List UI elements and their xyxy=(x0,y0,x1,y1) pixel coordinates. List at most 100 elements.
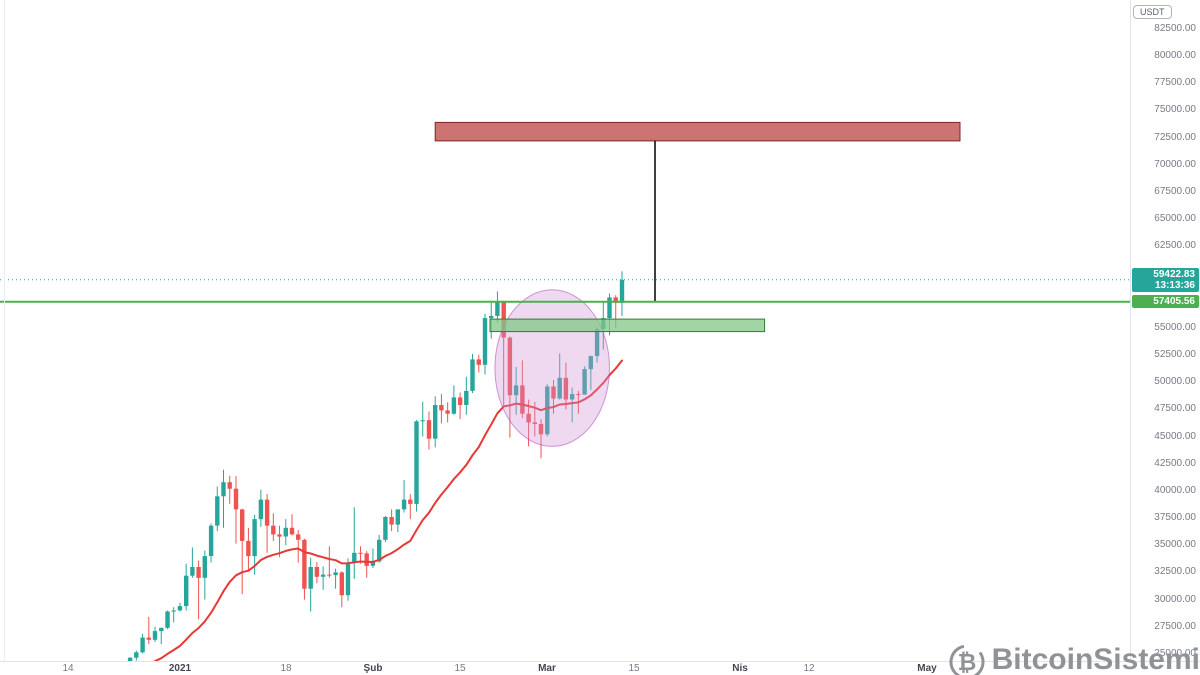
candle xyxy=(159,627,164,645)
candle xyxy=(264,494,270,553)
candle xyxy=(202,550,207,600)
current-price-badge: 59422.83 13:13:36 xyxy=(1132,268,1199,292)
alert-price-badge: 57405.56 xyxy=(1132,295,1199,308)
price-tick: 32500.00 xyxy=(1154,566,1196,577)
price-tick: 72500.00 xyxy=(1154,132,1196,143)
candle xyxy=(165,610,170,629)
time-tick: Şub xyxy=(363,663,383,674)
support-zone[interactable] xyxy=(489,318,766,333)
price-tick: 70000.00 xyxy=(1154,159,1196,170)
candle xyxy=(433,396,438,448)
bitcoin-icon-glyph: ₿ xyxy=(957,649,976,675)
ma-line xyxy=(153,359,623,661)
candle xyxy=(377,534,382,563)
candle xyxy=(339,571,344,608)
current-price-value: 59422.83 xyxy=(1153,269,1195,280)
candle xyxy=(464,376,469,415)
watermark-text: BitcoinSistemi xyxy=(991,643,1200,675)
candle xyxy=(277,525,282,558)
candle xyxy=(570,387,575,423)
candle xyxy=(557,353,562,400)
price-tick: 30000.00 xyxy=(1154,594,1196,605)
candle xyxy=(395,509,400,533)
candle xyxy=(457,392,463,420)
time-tick: 2021 xyxy=(168,663,192,674)
price-tick: 65000.00 xyxy=(1154,213,1196,224)
candle xyxy=(439,394,444,424)
time-tick: 14 xyxy=(62,663,74,674)
candle xyxy=(538,419,544,459)
price-tick: 40000.00 xyxy=(1154,485,1196,496)
watermark: ₿ BitcoinSistemi xyxy=(943,635,1200,675)
price-tick: 35000.00 xyxy=(1154,539,1196,550)
candle xyxy=(196,560,201,620)
price-tick: 67500.00 xyxy=(1154,186,1196,197)
symbol-badge[interactable]: USDT xyxy=(1133,5,1172,19)
candle xyxy=(401,480,407,513)
time-tick: 15 xyxy=(454,663,466,674)
candle xyxy=(333,568,338,589)
candle xyxy=(296,530,301,563)
time-tick: Mar xyxy=(538,663,556,674)
candle xyxy=(470,353,475,394)
candle xyxy=(545,384,550,437)
candle xyxy=(383,515,388,542)
candle xyxy=(233,476,239,544)
candle xyxy=(208,523,214,563)
candle xyxy=(146,617,151,645)
candle xyxy=(152,626,158,642)
candle xyxy=(476,354,481,373)
bar-countdown: 13:13:36 xyxy=(1154,280,1195,291)
price-tick: 37500.00 xyxy=(1154,512,1196,523)
candles-layer xyxy=(127,271,625,661)
candle xyxy=(420,401,425,437)
candle xyxy=(327,546,332,578)
price-tick: 82500.00 xyxy=(1154,23,1196,34)
candle xyxy=(588,355,593,390)
price-chart[interactable] xyxy=(0,0,1130,661)
candle xyxy=(127,657,133,661)
candle xyxy=(482,313,488,375)
candle xyxy=(314,562,320,584)
candle xyxy=(445,402,450,423)
price-axis[interactable]: USDT 25000.00 27500.00 30000.00 32500.00 350… xyxy=(1130,0,1200,661)
bitcoin-logo-icon: ₿ xyxy=(949,644,985,675)
candle xyxy=(171,607,176,623)
candle xyxy=(184,563,189,611)
candle xyxy=(619,271,625,316)
price-tick: 75000.00 xyxy=(1154,104,1196,115)
candle xyxy=(513,367,519,415)
candle xyxy=(370,548,376,569)
price-tick: 27500.00 xyxy=(1154,621,1196,632)
candle xyxy=(190,547,195,578)
time-tick: 15 xyxy=(628,663,640,674)
candle xyxy=(389,509,394,532)
candle xyxy=(426,411,432,450)
cup-ellipse[interactable] xyxy=(494,289,611,447)
chart-left-border xyxy=(4,0,5,661)
time-tick: Nis xyxy=(732,663,748,674)
candle xyxy=(221,469,226,528)
candle xyxy=(582,366,587,395)
alert-price-value: 57405.56 xyxy=(1153,296,1195,307)
candle xyxy=(289,514,295,536)
candle xyxy=(215,486,220,532)
time-axis[interactable]: 14 2021 18 Şub 15 Mar 15 Nis 12 May xyxy=(0,661,1200,675)
candle xyxy=(134,650,139,661)
candle xyxy=(364,551,369,578)
candle xyxy=(414,420,419,512)
price-tick: 62500.00 xyxy=(1154,240,1196,251)
candle xyxy=(451,385,457,415)
candle xyxy=(594,327,600,363)
candle xyxy=(408,494,413,520)
time-tick: May xyxy=(917,663,937,674)
candle xyxy=(308,557,313,612)
price-tick: 55000.00 xyxy=(1154,322,1196,333)
candle xyxy=(320,566,326,590)
price-tick: 42500.00 xyxy=(1154,458,1196,469)
candle xyxy=(177,602,183,612)
candle xyxy=(258,489,264,527)
candle xyxy=(246,527,251,572)
resistance-zone[interactable] xyxy=(434,121,961,142)
